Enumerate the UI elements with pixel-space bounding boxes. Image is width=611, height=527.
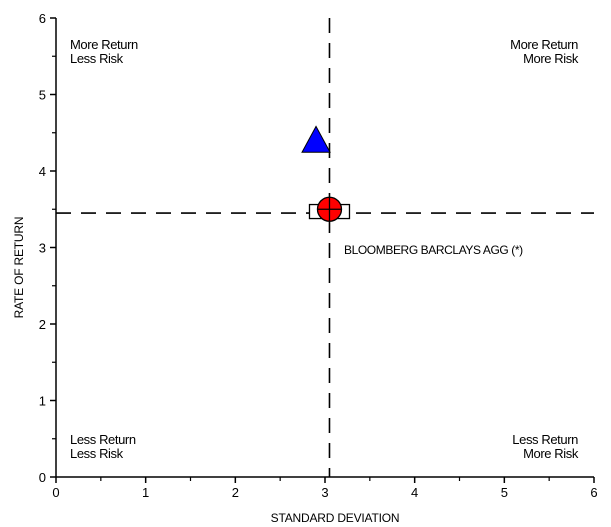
- benchmark-label: BLOOMBERG BARCLAYS AGG (*): [344, 243, 523, 257]
- y-tick-label: 3: [39, 241, 46, 256]
- y-tick-label: 0: [39, 470, 46, 485]
- quadrant-label-bottom-left: Less Return: [70, 432, 136, 447]
- y-tick-label: 6: [39, 11, 46, 26]
- quadrant-label-bottom-left: Less Risk: [70, 446, 124, 461]
- y-tick-label: 5: [39, 88, 46, 103]
- x-axis-title: STANDARD DEVIATION: [271, 511, 400, 525]
- x-tick-label: 2: [232, 485, 239, 500]
- quadrant-label-top-right: More Return: [510, 37, 578, 52]
- quadrant-label-top-left: Less Risk: [70, 51, 124, 66]
- quadrant-label-top-left: More Return: [70, 37, 138, 52]
- y-tick-label: 4: [39, 164, 46, 179]
- x-tick-label: 4: [411, 485, 418, 500]
- triangle-marker: [301, 125, 331, 153]
- x-tick-label: 6: [590, 485, 597, 500]
- quadrant-label-bottom-right: Less Return: [512, 432, 578, 447]
- quadrant-label-top-right: More Risk: [523, 51, 579, 66]
- x-tick-label: 5: [501, 485, 508, 500]
- y-axis-title: RATE OF RETURN: [12, 217, 26, 319]
- data-points: [301, 125, 351, 222]
- y-tick-label: 1: [39, 394, 46, 409]
- x-tick-label: 3: [321, 485, 328, 500]
- reference-lines: [56, 18, 594, 477]
- x-tick-label: 1: [142, 485, 149, 500]
- axis-ticks: 0 1 2 3 4 5 6 0 1 2 3 4 5 6: [39, 11, 598, 500]
- x-tick-label: 0: [52, 485, 59, 500]
- y-tick-label: 2: [39, 317, 46, 332]
- quadrant-label-bottom-right: More Risk: [523, 446, 579, 461]
